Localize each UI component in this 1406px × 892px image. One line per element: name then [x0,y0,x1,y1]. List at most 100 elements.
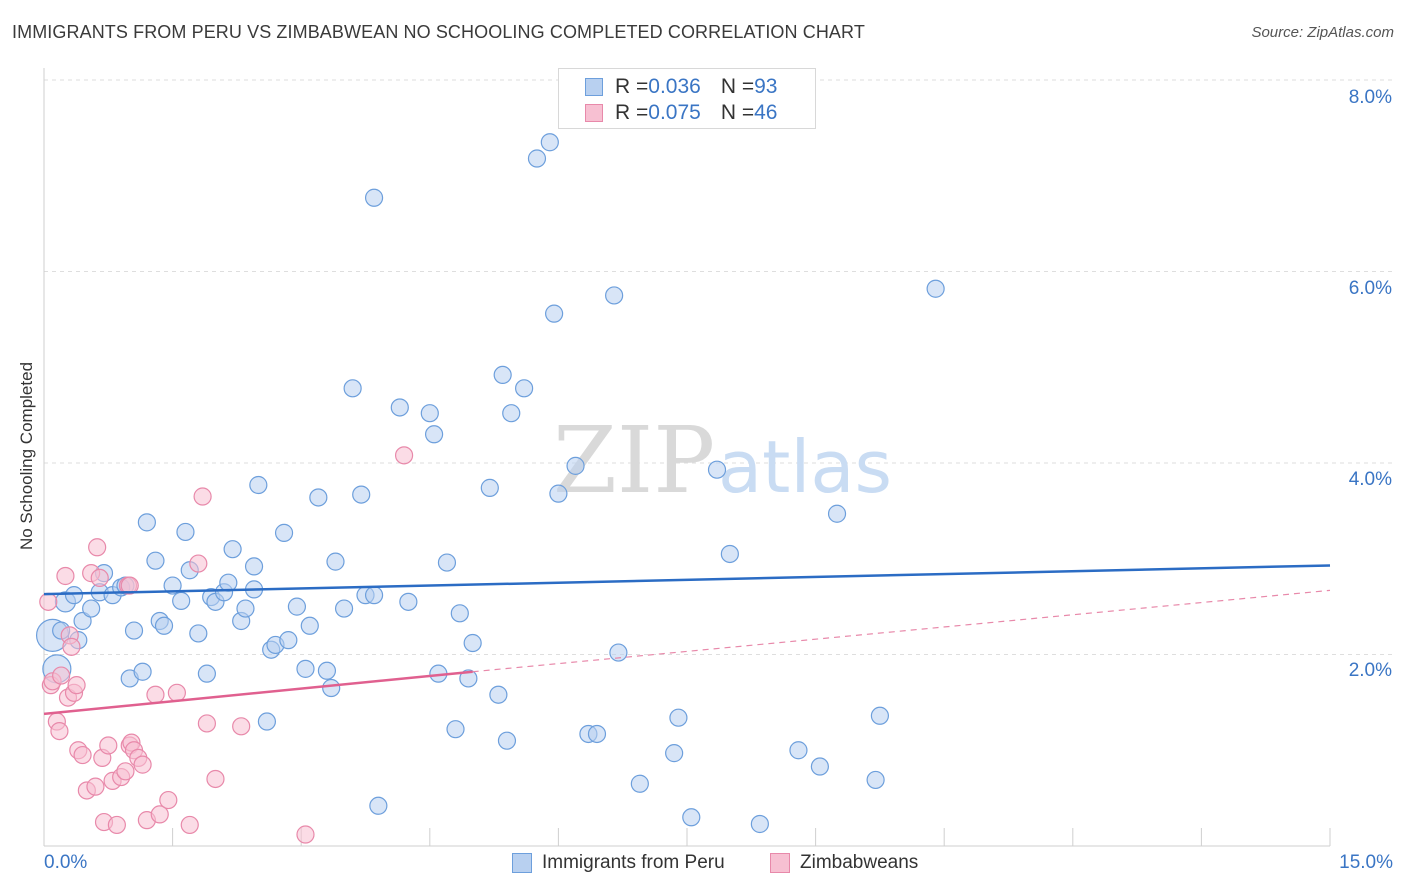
peru-point [399,592,418,611]
peru-point [189,624,208,643]
peru-point [300,616,319,635]
peru-point [493,365,512,385]
zimbabwe-point [133,755,152,774]
legend-n-value: 93 [754,75,778,98]
peru-point [459,669,478,688]
legend-row-zimbabwe: R = 0.075 N = 46 [585,101,777,125]
zimbabwe-point [167,683,186,702]
legend-n-label: N = [720,101,755,124]
peru-point [450,604,469,623]
zimbabwe-point [159,790,178,810]
peru-point [437,553,457,572]
source-label: Source: ZipAtlas.com [1251,24,1394,41]
zimbabwe-point [88,538,107,557]
peru-point [502,404,521,423]
peru-point [810,757,829,776]
peru-point [146,551,165,570]
peru-point [489,685,508,704]
stats-legend: R = 0.036 N = 93 R = 0.075 N = 46 [558,68,816,129]
peru-point [424,425,444,444]
zimbabwe-point [146,685,165,704]
zimbabwe-point [107,815,126,835]
peru-point [287,597,307,616]
peru-point [343,379,362,398]
peru-point [154,616,174,635]
peru-point [665,744,684,763]
peru-point [82,599,101,618]
peru-point [789,741,808,760]
peru-point [163,576,182,595]
peru-point [866,770,885,790]
peru-point [249,475,268,495]
peru-point [223,540,242,559]
zimbabwe-point [56,566,75,586]
zimbabwe-point [39,592,58,611]
zimbabwe-point [116,762,135,781]
peru-point [274,523,294,542]
peru-point [630,774,649,793]
bottom-legend-zimbabwe: Zimbabweans [770,852,918,874]
peru-point [669,708,688,727]
peru-point [133,662,152,681]
zimbabwe-point [50,721,69,741]
zimbabwe-trend-line [43,670,473,716]
zimbabwe-point [232,717,251,736]
zimbabwe-trend-extension [472,589,1331,673]
peru-point [352,485,371,504]
x-tick-label: 0.0% [44,852,88,873]
zimbabwe-point [86,777,105,796]
peru-point [515,379,534,398]
peru-point [137,513,156,532]
peru-point [587,724,607,744]
peru-point [279,631,298,650]
legend-r-value: 0.036 [648,75,701,98]
y-tick-label: 4.0% [1348,469,1392,490]
peru-point [197,664,216,683]
legend-label-peru: Immigrants from Peru [542,852,725,873]
peru-point [244,557,264,576]
peru-point [605,286,624,305]
peru-point [334,599,354,618]
legend-swatch-pink [585,104,603,122]
peru-point [827,504,847,523]
y-tick-label: 6.0% [1348,278,1392,299]
legend-r-value: 0.075 [648,101,701,124]
peru-point [549,484,568,503]
peru-point [720,544,739,564]
zimbabwe-point [73,745,92,765]
zimbabwe-point [52,666,71,685]
zimbabwe-point [180,815,199,835]
watermark-atlas: atlas [718,425,892,509]
peru-point [364,586,384,605]
peru-point [480,478,499,497]
peru-point [364,188,384,207]
peru-point [309,488,328,507]
chart-title: IMMIGRANTS FROM PERU VS ZIMBABWEAN NO SC… [12,22,865,42]
peru-point [73,611,92,631]
legend-r-label: R = [615,75,649,98]
y-axis-label: No Schooling Completed [17,361,36,551]
legend-swatch-pink [770,853,790,873]
peru-point [64,586,84,605]
peru-point [420,404,439,423]
zimbabwe-point [90,568,109,588]
legend-swatch-blue [585,78,603,96]
peru-point [257,712,277,731]
y-tick-label: 2.0% [1348,660,1392,681]
zimbabwe-point [67,676,86,695]
zimbabwe-point [193,487,212,506]
zimbabwe-point [206,769,225,789]
zimbabwe-point [296,825,315,844]
peru-point [707,460,727,479]
legend-n-label: N = [720,75,755,98]
legend-row-peru: R = 0.036 N = 93 [585,75,777,99]
peru-trend-line [43,564,1331,596]
legend-label-zimbabwe: Zimbabweans [800,852,919,873]
peru-point [540,133,559,152]
peru-point [322,678,341,698]
zimbabwe-point [197,714,216,733]
peru-point [172,591,191,610]
x-tick-label: 15.0% [1339,852,1393,873]
bottom-legend-peru: Immigrants from Peru [512,852,725,874]
peru-point [926,279,945,298]
